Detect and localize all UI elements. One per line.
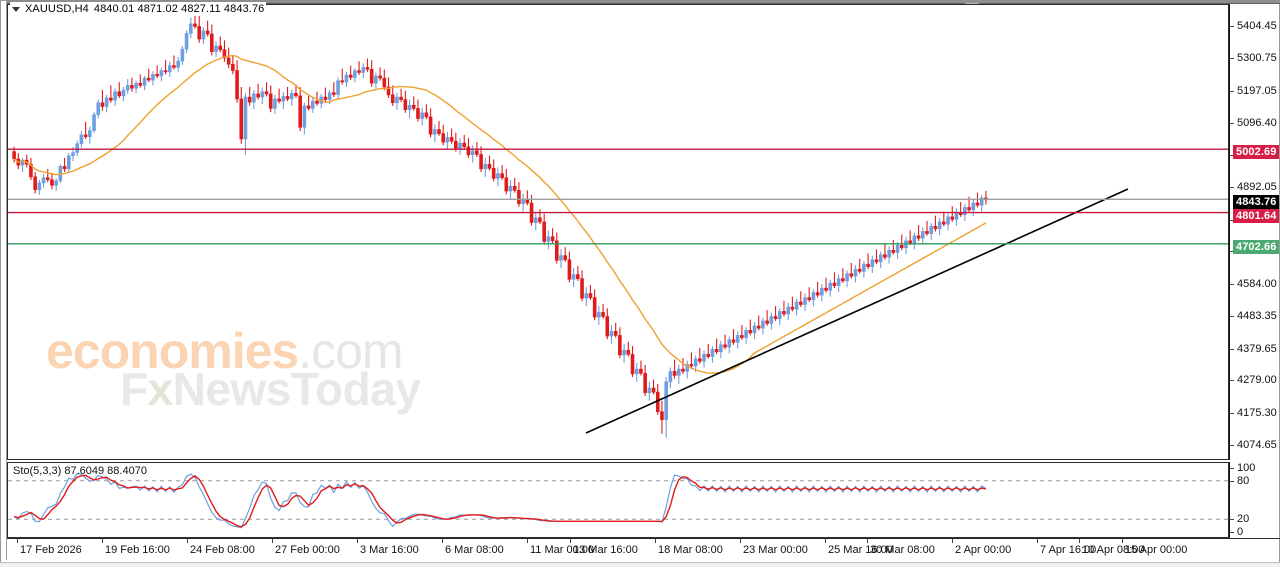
time-axis-label: 30 Mar 08:00 — [870, 544, 935, 556]
time-tick — [1037, 539, 1038, 543]
time-axis-label: 11 Mar 00:00 — [530, 544, 595, 556]
stochastic-label: Sto(5,3,3) 87.6049 88.4070 — [13, 465, 147, 477]
time-axis-label: 24 Feb 08:00 — [190, 544, 255, 556]
axis-tick — [1229, 58, 1234, 60]
time-axis-label: 25 Mar 16:00 — [828, 544, 893, 556]
left-rail — [6, 0, 7, 560]
price-axis-label: 5404.45 — [1237, 19, 1277, 32]
stochastic-axis-label: 20 — [1237, 513, 1250, 526]
time-tick — [867, 539, 868, 543]
price-axis-label: 4584.00 — [1237, 278, 1277, 291]
axis-tick — [1229, 25, 1234, 27]
axis-tick — [1229, 284, 1234, 286]
candle-series — [12, 11, 988, 438]
title-bar — [7, 0, 1280, 4]
time-tick — [357, 539, 358, 543]
axis-tick — [1229, 413, 1234, 415]
time-axis-label: 19 Feb 16:00 — [105, 544, 170, 556]
time-tick — [655, 539, 656, 543]
price-chart-canvas — [8, 11, 1228, 438]
axis-tick — [1229, 90, 1234, 92]
time-axis-label: 6 Mar 08:00 — [445, 544, 504, 556]
price-badge-current-price[interactable]: 4843.76 — [1233, 195, 1280, 210]
axis-tick — [1229, 348, 1234, 350]
axis-tick — [1229, 315, 1234, 317]
time-axis-label: 15 Apr 00:00 — [1125, 544, 1188, 556]
price-chart-panel[interactable] — [7, 4, 1229, 460]
time-axis-label: 3 Mar 16:00 — [360, 544, 419, 556]
time-axis-label: 18 Mar 08:00 — [658, 544, 723, 556]
price-axis-label: 4279.00 — [1237, 374, 1277, 387]
price-axis-label: 5096.40 — [1237, 116, 1277, 129]
time-tick — [1122, 539, 1123, 543]
stochastic-tick — [1229, 480, 1234, 482]
axis-tick — [1229, 122, 1234, 124]
price-badge-resistance-5002[interactable]: 5002.69 — [1233, 145, 1280, 160]
stochastic-axis[interactable]: 100 80 20 0 — [1229, 462, 1280, 538]
time-axis-label: 23 Mar 00:00 — [743, 544, 808, 556]
stochastic-axis-label: 80 — [1237, 474, 1250, 487]
stochastic-axis-label: 100 — [1237, 462, 1256, 474]
time-tick — [187, 539, 188, 543]
ohlc-values: 4840.01 4871.02 4827.11 4843.76 — [93, 3, 265, 15]
price-axis-label: 4175.30 — [1237, 407, 1277, 420]
time-axis-label: 10 Apr 08:00 — [1082, 544, 1145, 556]
price-badge-support-4702[interactable]: 4702.66 — [1233, 239, 1280, 254]
stochastic-tick — [1229, 519, 1234, 521]
symbol-label: XAUUSD,H4 — [25, 3, 89, 15]
axis-tick — [1229, 219, 1234, 221]
bottom-band — [0, 563, 1280, 567]
time-axis-label: 27 Feb 00:00 — [275, 544, 340, 556]
time-tick — [527, 539, 528, 543]
time-tick — [442, 539, 443, 543]
stochastic-canvas — [8, 473, 1228, 529]
bottom-rule — [0, 562, 1280, 563]
stochastic-d-line — [13, 474, 987, 528]
price-axis-label: 4074.65 — [1237, 438, 1277, 451]
time-axis-label: 17 Feb 2026 — [20, 544, 82, 556]
price-axis-line — [1229, 4, 1230, 460]
price-axis-label: 4892.05 — [1237, 181, 1277, 194]
quote-header: XAUUSD,H4 4840.01 4871.02 4827.11 4843.7… — [10, 2, 267, 16]
axis-tick — [1229, 155, 1234, 157]
stochastic-tick — [1229, 468, 1234, 469]
stochastic-axis-line — [1229, 462, 1230, 538]
ascending-trendline — [585, 188, 1129, 434]
time-axis-label: 2 Apr 00:00 — [955, 544, 1012, 556]
price-axis-label: 5197.05 — [1237, 84, 1277, 97]
time-axis[interactable]: 17 Feb 2026 19 Feb 16:00 24 Feb 08:00 27 Fe… — [7, 538, 1280, 562]
stochastic-panel[interactable]: Sto(5,3,3) 87.6049 88.4070 — [7, 462, 1229, 538]
triangle-down-icon[interactable] — [12, 6, 20, 12]
axis-tick — [1229, 444, 1234, 446]
price-axis-label: 5300.75 — [1237, 52, 1277, 65]
axis-tick — [1229, 380, 1234, 382]
time-tick — [272, 539, 273, 543]
time-tick — [740, 539, 741, 543]
moving-average-line — [13, 54, 987, 374]
axis-tick — [1229, 251, 1234, 253]
time-tick — [17, 539, 18, 543]
time-tick — [570, 539, 571, 543]
stochastic-tick — [1229, 532, 1234, 533]
time-tick — [825, 539, 826, 543]
price-axis-label: 4379.65 — [1237, 342, 1277, 355]
price-axis[interactable]: 5404.45 5300.75 5197.05 5096.40 4892.05 4584.… — [1229, 4, 1280, 460]
axis-tick — [1229, 187, 1234, 189]
time-tick — [952, 539, 953, 543]
time-tick — [102, 539, 103, 543]
price-badge-support-4801[interactable]: 4801.64 — [1233, 208, 1280, 223]
price-axis-label: 4483.35 — [1237, 309, 1277, 322]
stochastic-axis-label: 0 — [1237, 526, 1244, 538]
time-axis-label: 7 Apr 16:00 — [1040, 544, 1097, 556]
time-axis-label: 13 Mar 16:00 — [573, 544, 638, 556]
time-tick — [1079, 539, 1080, 543]
